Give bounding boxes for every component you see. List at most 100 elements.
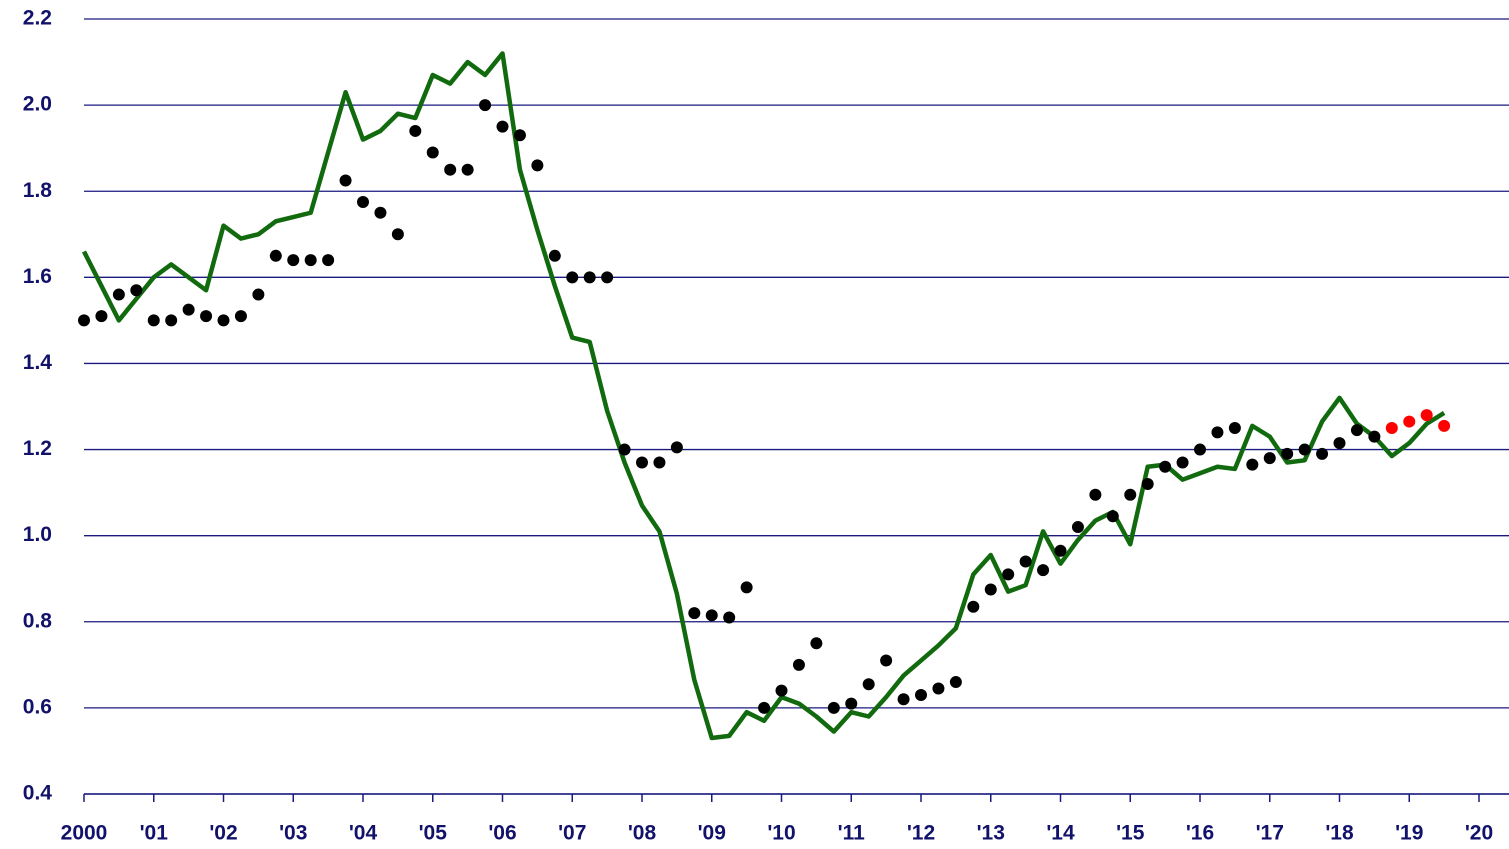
- data-point: [165, 314, 178, 327]
- data-point: [618, 443, 631, 456]
- x-tick-label: '06: [488, 822, 516, 845]
- x-tick-label: '01: [140, 822, 169, 845]
- x-tick-label: '20: [1465, 822, 1493, 845]
- data-point: [95, 310, 108, 323]
- data-point: [1089, 488, 1102, 501]
- data-point: [426, 146, 439, 159]
- data-point: [252, 288, 265, 301]
- y-tick-label: 0.4: [23, 782, 53, 805]
- x-tick-label: '16: [1186, 822, 1214, 845]
- data-point: [688, 607, 701, 620]
- data-point: [269, 249, 282, 262]
- y-tick-label: 1.8: [23, 179, 53, 202]
- data-point: [897, 693, 910, 706]
- data-point: [1263, 452, 1276, 465]
- data-point: [409, 124, 422, 137]
- data-point: [1333, 437, 1346, 450]
- x-tick-label: '13: [977, 822, 1005, 845]
- data-point: [932, 682, 945, 695]
- data-point: [531, 159, 544, 172]
- x-tick-label: '08: [628, 822, 657, 845]
- y-tick-label: 2.2: [23, 7, 52, 30]
- x-tick-label: '18: [1325, 822, 1354, 845]
- x-tick-label: '17: [1256, 822, 1284, 845]
- y-tick-label: 1.6: [23, 265, 52, 288]
- data-point: [513, 129, 526, 142]
- data-point: [810, 637, 823, 650]
- x-tick-label: '05: [419, 822, 448, 845]
- x-tick-label: '04: [349, 822, 378, 845]
- data-point: [915, 688, 928, 701]
- x-tick-label: '15: [1116, 822, 1145, 845]
- data-point: [880, 654, 893, 667]
- data-point: [566, 271, 579, 284]
- data-point: [636, 456, 649, 469]
- data-point: [1438, 419, 1451, 432]
- data-point: [653, 456, 666, 469]
- data-point: [1159, 460, 1172, 473]
- y-tick-label: 1.4: [23, 351, 53, 374]
- data-point: [357, 195, 370, 208]
- x-tick-label: '10: [767, 822, 795, 845]
- x-tick-label: '07: [558, 822, 586, 845]
- data-point: [792, 658, 805, 671]
- data-point: [1176, 456, 1189, 469]
- data-point: [1316, 447, 1329, 460]
- data-point: [1194, 443, 1207, 456]
- data-point: [740, 581, 753, 594]
- data-point: [496, 120, 509, 133]
- data-point: [723, 611, 736, 624]
- data-point: [1385, 422, 1398, 435]
- data-point: [548, 249, 561, 262]
- data-point: [1403, 415, 1416, 428]
- data-point: [758, 701, 771, 714]
- data-point: [583, 271, 596, 284]
- data-point: [130, 284, 143, 297]
- data-point: [601, 271, 614, 284]
- data-point: [1228, 422, 1241, 435]
- data-point: [391, 228, 404, 241]
- data-point: [147, 314, 160, 327]
- data-point: [1124, 488, 1137, 501]
- y-tick-label: 0.8: [23, 609, 53, 632]
- data-point: [1350, 424, 1363, 437]
- x-tick-label: '11: [838, 822, 866, 845]
- x-tick-label: '09: [698, 822, 726, 845]
- x-tick-label: '12: [907, 822, 935, 845]
- data-point: [1141, 478, 1154, 490]
- y-tick-label: 0.6: [23, 695, 52, 718]
- data-point: [217, 314, 230, 327]
- data-point: [862, 678, 875, 691]
- x-tick-label: '19: [1395, 822, 1423, 845]
- data-point: [827, 701, 840, 714]
- data-point: [1106, 510, 1119, 523]
- data-point: [461, 163, 474, 176]
- data-point: [1211, 426, 1224, 439]
- x-tick-label: '14: [1046, 822, 1075, 845]
- data-point: [479, 99, 492, 112]
- data-point: [984, 583, 997, 596]
- data-point: [182, 303, 195, 316]
- data-point: [374, 206, 387, 219]
- data-point: [287, 254, 300, 267]
- y-tick-label: 1.0: [23, 523, 52, 546]
- data-point: [1037, 564, 1050, 577]
- data-point: [1054, 544, 1067, 557]
- data-point: [112, 288, 125, 301]
- data-point: [1246, 458, 1259, 471]
- data-point: [200, 310, 213, 323]
- x-tick-label: '02: [209, 822, 237, 845]
- data-point: [670, 441, 683, 454]
- data-point: [705, 609, 718, 622]
- data-point: [967, 600, 980, 613]
- data-point: [1071, 521, 1084, 534]
- data-point: [949, 676, 962, 689]
- data-point: [1281, 447, 1294, 460]
- data-point: [234, 310, 247, 323]
- data-point: [775, 684, 788, 697]
- data-line: [81, 51, 1446, 741]
- data-point: [845, 697, 858, 710]
- data-point: [1368, 430, 1381, 443]
- y-tick-label: 1.2: [23, 437, 52, 460]
